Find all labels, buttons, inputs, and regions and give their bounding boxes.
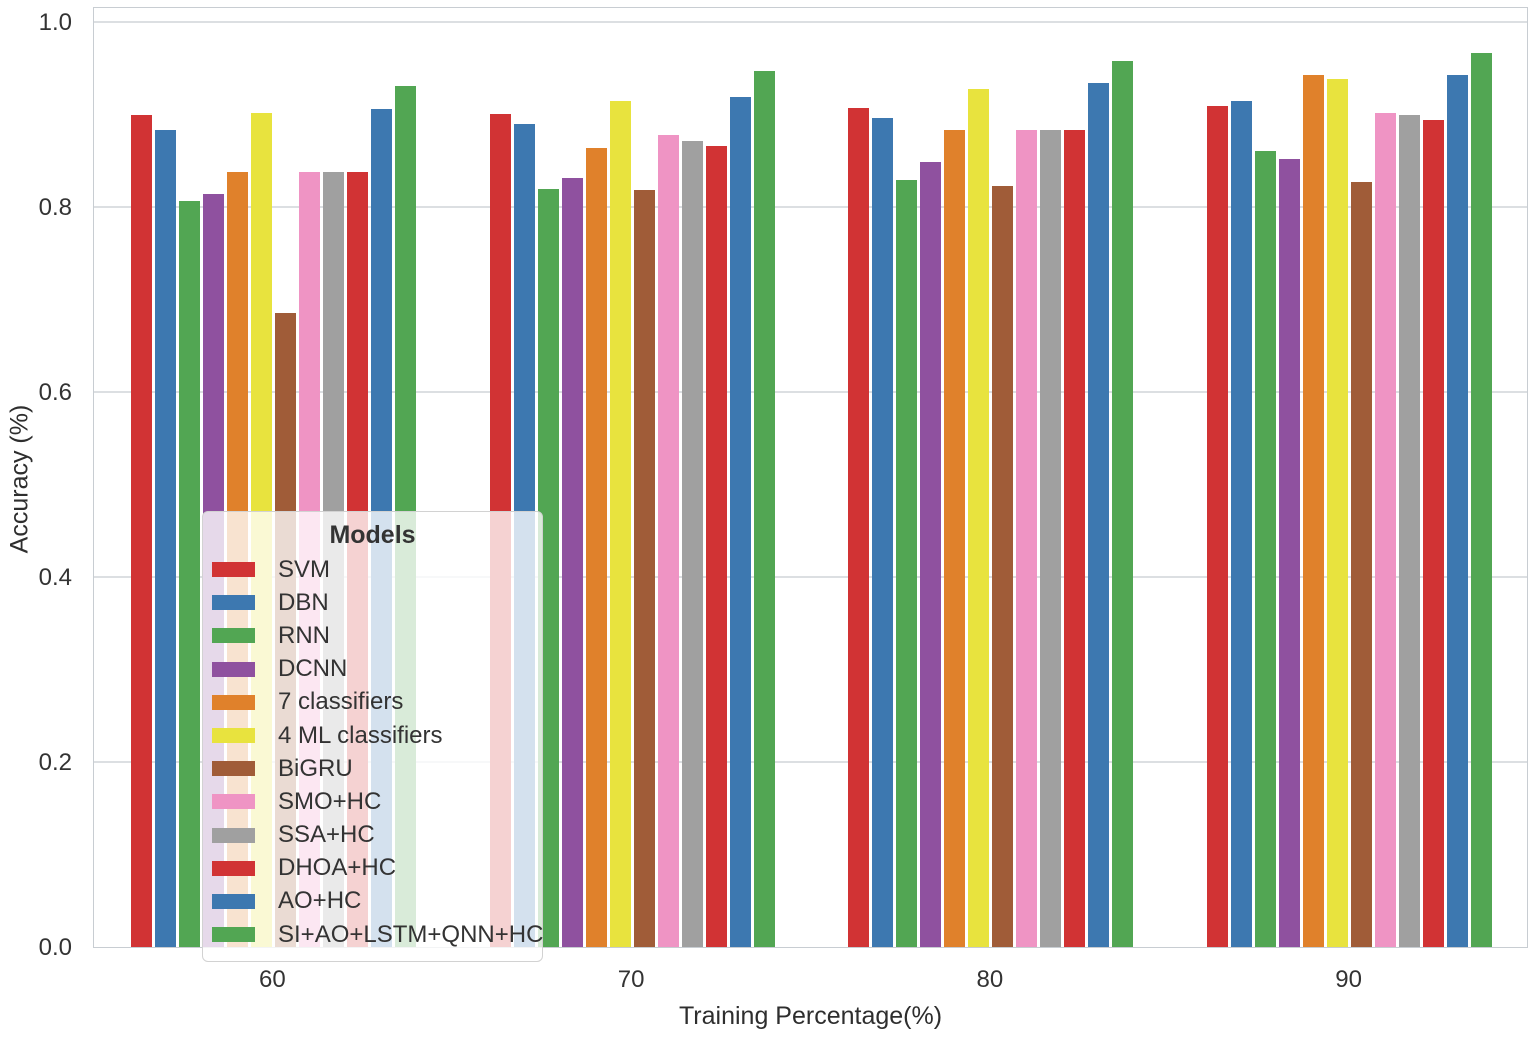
legend-row-smo+hc: SMO+HC [203, 785, 542, 818]
bar-svm-80 [848, 108, 870, 947]
bar-dhoa+hc-80 [1064, 130, 1086, 947]
x-tick-label-90: 90 [1335, 966, 1362, 993]
bar-4-ml-classifiers-70 [609, 100, 631, 947]
legend-label: RNN [278, 621, 330, 649]
legend-swatch-icon [212, 860, 255, 876]
plot-area: Models SVM DBN RNN DCNN 7 classifiers 4 ML cl… [93, 7, 1528, 962]
bar-dcnn-80 [920, 161, 942, 947]
bar-dcnn-70 [561, 178, 583, 947]
y-tick-label-0.6: 0.6 [38, 379, 72, 406]
bar-7-classifiers-90 [1303, 74, 1325, 947]
legend-row-dcnn: DCNN [203, 653, 542, 686]
legend-swatch-icon [212, 661, 255, 677]
legend-row-si+ao+lstm+qnn+hc: SI+AO+LSTM+QNN+HC [203, 918, 544, 951]
legend-row-rnn: RNN [203, 619, 542, 652]
bar-ssa+hc-70 [681, 141, 703, 947]
legend-swatch-icon [212, 827, 255, 843]
legend-swatch-icon [212, 694, 255, 710]
legend-row-7-classifiers: 7 classifiers [203, 686, 542, 719]
x-axis-label: Training Percentage(%) [678, 1002, 943, 1030]
bar-4-ml-classifiers-90 [1327, 79, 1349, 947]
legend-row-dbn: DBN [203, 586, 542, 619]
x-tick-label-80: 80 [976, 966, 1004, 993]
gridline-1.0 [94, 21, 1527, 23]
bar-smo+hc-90 [1375, 112, 1397, 947]
legend-label: DHOA+HC [278, 854, 397, 882]
gridline-0.2 [94, 761, 1527, 763]
gridline-0.8 [94, 206, 1527, 208]
legend-row-svm: SVM [203, 553, 542, 586]
legend-swatch-icon [212, 562, 255, 578]
bar-si+ao+lstm+qnn+hc-80 [1112, 60, 1134, 947]
bar-svm-60 [130, 114, 152, 947]
legend-row-bigru: BiGRU [203, 752, 542, 785]
bar-group-80 [847, 8, 1135, 947]
bar-rnn-60 [178, 200, 200, 947]
legend-label: SMO+HC [278, 787, 382, 815]
legend: Models SVM DBN RNN DCNN 7 classifiers 4 ML cl… [202, 511, 543, 962]
legend-label: 7 classifiers [278, 688, 404, 716]
gridline-0.4 [94, 576, 1527, 578]
legend-row-ssa+hc: SSA+HC [203, 819, 542, 852]
y-tick-label-0.2: 0.2 [38, 749, 72, 776]
bar-dhoa+hc-90 [1423, 120, 1445, 947]
bar-4-ml-classifiers-80 [968, 88, 990, 947]
legend-swatch-icon [212, 794, 255, 810]
bar-bigru-80 [992, 185, 1014, 947]
bar-7-classifiers-80 [944, 130, 966, 947]
bar-si+ao+lstm+qnn+hc-70 [753, 71, 775, 947]
legend-swatch-icon [212, 761, 255, 777]
bar-bigru-90 [1351, 182, 1373, 947]
bar-ao+hc-70 [729, 96, 751, 947]
y-axis-label: Accuracy (%) [5, 404, 34, 554]
legend-swatch-icon [212, 595, 255, 611]
legend-swatch-icon [212, 728, 255, 744]
y-tick-label-0.4: 0.4 [38, 564, 72, 591]
legend-label: SVM [278, 555, 331, 583]
bar-dcnn-90 [1279, 158, 1301, 947]
x-tick-label-70: 70 [617, 966, 645, 993]
bar-ao+hc-90 [1447, 74, 1469, 947]
bar-dbn-90 [1231, 100, 1253, 947]
bar-ao+hc-80 [1088, 83, 1110, 947]
bar-smo+hc-80 [1016, 130, 1038, 947]
legend-swatch-icon [212, 628, 255, 644]
bar-dhoa+hc-70 [705, 145, 727, 947]
bar-si+ao+lstm+qnn+hc-90 [1471, 53, 1493, 947]
legend-label: 4 ML classifiers [278, 721, 443, 749]
legend-label: SI+AO+LSTM+QNN+HC [278, 920, 544, 948]
y-tick-label-0.0: 0.0 [38, 934, 72, 961]
y-tick-label-1.0: 1.0 [38, 9, 72, 36]
bar-dbn-60 [154, 130, 176, 947]
bar-7-classifiers-70 [585, 147, 607, 947]
bar-svm-90 [1207, 106, 1229, 947]
legend-row-dhoa+hc: DHOA+HC [203, 852, 542, 885]
bar-ssa+hc-90 [1399, 115, 1421, 947]
legend-title: Models [329, 521, 416, 549]
legend-items: SVM DBN RNN DCNN 7 classifiers 4 ML classifie… [203, 553, 544, 951]
bar-smo+hc-70 [657, 134, 679, 947]
legend-row-4-ml-classifiers: 4 ML classifiers [203, 719, 542, 752]
bar-rnn-80 [896, 180, 918, 947]
x-tick-label-60: 60 [259, 966, 286, 993]
legend-label: DBN [278, 588, 329, 616]
bar-group-90 [1206, 8, 1494, 947]
legend-swatch-icon [212, 893, 255, 909]
gridline-0.6 [94, 391, 1527, 393]
legend-label: BiGRU [278, 754, 353, 782]
bar-ssa+hc-80 [1040, 130, 1062, 947]
legend-label: AO+HC [278, 887, 362, 915]
legend-swatch-icon [212, 927, 255, 943]
legend-label: SSA+HC [278, 821, 375, 849]
legend-row-ao+hc: AO+HC [203, 885, 542, 918]
bar-dbn-80 [872, 118, 894, 947]
bar-bigru-70 [633, 190, 655, 947]
bar-rnn-90 [1255, 150, 1277, 947]
legend-label: DCNN [278, 655, 348, 683]
y-tick-label-0.8: 0.8 [38, 194, 72, 221]
